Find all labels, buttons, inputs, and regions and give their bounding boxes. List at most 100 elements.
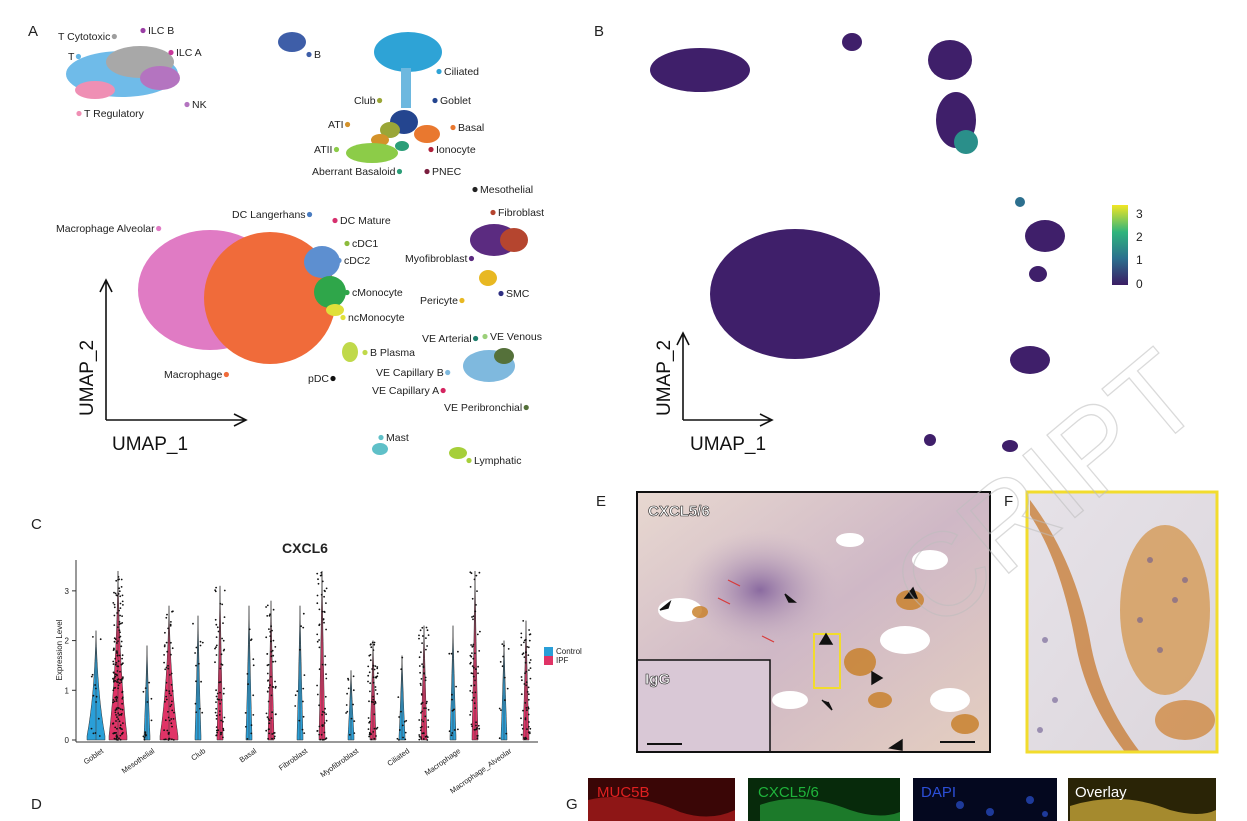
cluster-label-cdc1: cDC1: [352, 238, 378, 250]
point-myofibroblast-ipf: [373, 641, 376, 644]
micrograph-e-stain: [692, 590, 979, 734]
micrograph-e-arrowheads: [659, 586, 919, 751]
umap-a-blobs: [66, 32, 528, 459]
point-fibroblast-ipf: [316, 693, 319, 696]
point-macrophage-alveolar-ipf: [520, 676, 523, 678]
point-macrophage-ipf: [470, 710, 472, 713]
point-basal-ipf: [266, 653, 269, 655]
point-macrophage-alveolar-ipf: [524, 702, 527, 704]
point-goblet-ipf: [121, 615, 123, 617]
point-fibroblast-ipf: [322, 618, 325, 620]
point-macrophage-ipf: [470, 723, 473, 726]
point-macrophage-alveolar-ipf: [520, 724, 523, 726]
point-goblet-control: [99, 638, 102, 641]
point-goblet-ipf: [118, 654, 121, 657]
point-goblet-ipf: [116, 670, 119, 672]
point-mesothelial-ipf: [168, 719, 171, 722]
point-mesothelial-ipf: [171, 647, 174, 650]
point-fibroblast-ipf: [316, 572, 319, 575]
point-mesothelial-ipf: [171, 690, 174, 692]
cluster-label-smc: SMC: [506, 288, 530, 300]
point-ciliated-ipf: [423, 707, 425, 709]
cluster-dot-basal: [450, 124, 456, 131]
point-myofibroblast-ipf: [376, 672, 379, 675]
point-mesothelial-control: [142, 690, 145, 693]
point-ciliated-ipf: [422, 665, 425, 668]
point-fibroblast-control: [294, 694, 297, 697]
point-fibroblast-ipf: [322, 724, 324, 726]
point-club-ipf: [223, 589, 226, 592]
point-basal-control: [252, 714, 255, 716]
point-mesothelial-ipf: [169, 674, 171, 676]
point-fibroblast-ipf: [323, 722, 326, 724]
point-macrophage-ipf: [475, 721, 477, 724]
point-club-ipf: [215, 707, 218, 710]
point-goblet-ipf: [120, 578, 123, 581]
point-basal-ipf: [274, 680, 276, 683]
blob-ciliated: [374, 32, 442, 72]
umap-b-blobs: [650, 33, 1065, 452]
point-goblet-ipf: [116, 654, 119, 657]
point-goblet-ipf: [120, 640, 123, 643]
point-mesothelial-ipf: [167, 664, 169, 667]
point-club-control: [201, 711, 204, 714]
point-fibroblast-control: [302, 612, 305, 615]
point-basal-control: [250, 724, 253, 726]
point-macrophage-ipf: [475, 574, 478, 577]
point-goblet-ipf: [118, 707, 120, 710]
point-myofibroblast-ipf: [369, 690, 371, 693]
point-mesothelial-ipf: [167, 667, 170, 670]
point-goblet-ipf: [112, 722, 114, 725]
point-club-ipf: [219, 691, 221, 694]
point-macrophage-ipf: [469, 654, 472, 657]
point-goblet-ipf: [115, 661, 118, 664]
point-ciliated-ipf: [422, 738, 425, 740]
panel-letter-e: E: [596, 493, 607, 510]
violin-legend: Control IPF: [544, 647, 582, 665]
point-club-ipf: [218, 698, 220, 701]
point-myofibroblast-ipf: [374, 689, 377, 691]
point-goblet-control: [98, 735, 101, 737]
point-mesothelial-ipf: [168, 690, 171, 692]
point-myofibroblast-ipf: [376, 666, 379, 668]
blob-b-plasma: [342, 342, 358, 362]
blob-b-lymphatic: [1002, 440, 1018, 452]
blob-cdc2: [304, 246, 340, 278]
point-macrophage-alveolar-ipf: [525, 670, 528, 673]
point-goblet-ipf: [116, 652, 118, 654]
point-mesothelial-ipf: [163, 729, 166, 732]
point-ciliated-ipf: [418, 719, 421, 721]
point-ciliated-ipf: [419, 629, 422, 632]
x-tick-label-myofibroblast: Myofibroblast: [318, 746, 360, 779]
point-goblet-ipf: [112, 602, 115, 604]
blob-ati: [371, 134, 389, 146]
point-myofibroblast-ipf: [376, 726, 379, 729]
point-basal-ipf: [270, 625, 272, 628]
point-fibroblast-ipf: [320, 593, 323, 596]
point-club-control: [198, 662, 200, 665]
point-club-control: [194, 702, 197, 705]
zoom-region-box: [813, 633, 841, 689]
point-mesothelial-ipf: [165, 641, 168, 644]
point-fibroblast-control: [303, 674, 306, 676]
blob-club: [380, 122, 400, 138]
point-club-ipf: [215, 623, 218, 626]
point-macrophage-alveolar-ipf: [520, 693, 523, 696]
point-goblet-ipf: [112, 699, 115, 701]
point-goblet-ipf: [119, 738, 122, 741]
cluster-dot-pericyte: [459, 297, 465, 304]
point-goblet-ipf: [114, 680, 117, 682]
cluster-dot-dc-mature: [332, 217, 338, 224]
point-ciliated-ipf: [422, 720, 425, 723]
cluster-label-pericyte: Pericyte: [420, 295, 458, 307]
point-goblet-ipf: [113, 603, 116, 606]
point-macrophage-ipf: [472, 657, 475, 660]
point-fibroblast-ipf: [325, 587, 328, 590]
point-fibroblast-ipf: [316, 594, 319, 597]
point-myofibroblast-ipf: [371, 641, 374, 644]
cluster-label-macrophage-alveolar: Macrophage Alveolar: [56, 223, 155, 235]
point-goblet-ipf: [113, 591, 115, 594]
point-goblet-ipf: [122, 731, 124, 734]
point-goblet-ipf: [122, 604, 124, 606]
point-fibroblast-ipf: [318, 608, 321, 611]
